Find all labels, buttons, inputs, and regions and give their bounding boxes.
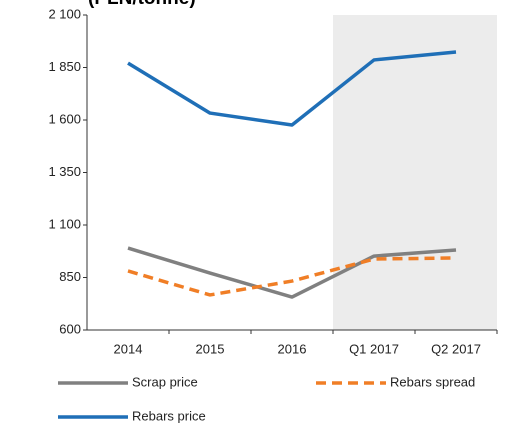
- series-line: [127, 246, 457, 299]
- legend-label: Rebars spread: [390, 374, 475, 389]
- x-tick-label: Q1 2017: [349, 341, 399, 356]
- legend-label: Rebars price: [132, 408, 206, 423]
- legend-label: Scrap price: [132, 374, 198, 389]
- chart-title: (PLN/tonne): [88, 0, 196, 9]
- x-tick-label: Q2 2017: [431, 341, 481, 356]
- shaded-period: [333, 15, 497, 330]
- y-tick-label: 2 100: [48, 6, 81, 21]
- y-tick-label: 850: [59, 269, 81, 284]
- y-tick-label: 1 600: [48, 111, 81, 126]
- y-tick-label: 1 850: [48, 59, 81, 74]
- series-line: [127, 50, 457, 127]
- y-tick-label: 1 100: [48, 216, 81, 231]
- series-line: [127, 256, 457, 297]
- y-tick-label: 1 350: [48, 164, 81, 179]
- x-tick-label: 2014: [114, 341, 143, 356]
- x-tick-label: 2015: [196, 341, 225, 356]
- y-tick-label: 600: [59, 321, 81, 336]
- x-tick-label: 2016: [278, 341, 307, 356]
